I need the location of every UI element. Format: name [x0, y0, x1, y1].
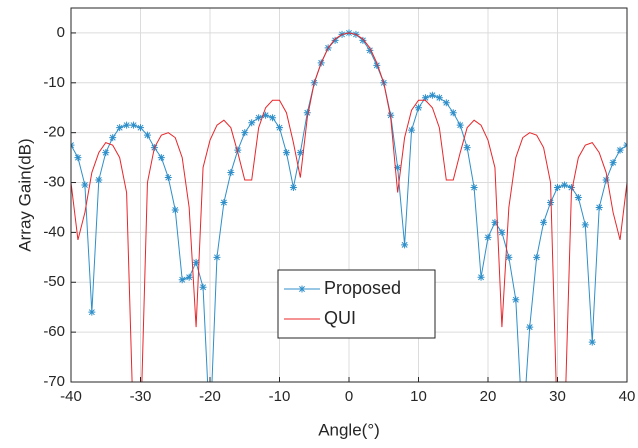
y-tick-label: -70: [43, 373, 65, 390]
data-marker: [470, 184, 478, 192]
axes-frame: [70, 7, 628, 383]
data-marker: [602, 176, 610, 184]
y-axis-label: Array Gain(dB): [15, 138, 34, 251]
series-line: [71, 32, 627, 382]
data-marker: [178, 276, 186, 284]
legend-label: QUI: [324, 308, 356, 328]
data-marker: [262, 111, 270, 119]
data-marker: [164, 174, 172, 182]
data-marker: [331, 36, 339, 44]
y-tick-label: -10: [43, 74, 65, 91]
data-marker: [442, 99, 450, 107]
data-marker: [95, 176, 103, 184]
data-marker: [269, 114, 277, 122]
x-tick-label: -30: [130, 388, 152, 405]
data-marker: [588, 338, 596, 346]
data-marker: [456, 121, 464, 129]
data-marker: [227, 169, 235, 177]
y-tick-label: -60: [43, 323, 65, 340]
x-tick-label: -10: [269, 388, 291, 405]
data-marker: [130, 121, 138, 129]
data-marker: [463, 144, 471, 152]
data-marker: [533, 253, 541, 261]
data-marker: [88, 308, 96, 316]
data-marker: [421, 94, 429, 102]
data-marker: [560, 181, 568, 189]
data-marker: [526, 323, 534, 331]
data-marker: [102, 149, 110, 157]
data-marker: [192, 258, 200, 266]
data-marker: [373, 61, 381, 69]
data-marker: [276, 124, 283, 132]
x-tick-label: 10: [410, 388, 427, 405]
x-tick-label: 40: [619, 388, 636, 405]
data-marker: [394, 164, 402, 172]
data-marker: [123, 121, 131, 129]
data-marker: [248, 119, 256, 127]
data-marker: [359, 36, 367, 44]
legend-marker: [298, 285, 306, 293]
data-marker: [74, 154, 82, 162]
data-marker: [435, 94, 443, 102]
data-marker: [401, 241, 409, 249]
data-marker: [505, 253, 513, 261]
data-marker: [137, 124, 144, 132]
data-marker: [213, 253, 221, 261]
data-marker: [81, 181, 89, 189]
x-tick-label: 0: [345, 388, 353, 405]
x-tick-label: -20: [199, 388, 221, 405]
data-marker: [171, 206, 179, 214]
y-tick-label: -40: [43, 223, 65, 240]
data-marker: [547, 198, 555, 206]
data-marker: [428, 91, 436, 99]
data-marker: [554, 184, 561, 192]
data-marker: [109, 134, 117, 142]
y-tick-label: -20: [43, 124, 65, 141]
data-marker: [540, 218, 548, 226]
data-marker: [477, 273, 485, 281]
data-marker: [199, 283, 207, 291]
x-tick-label: 20: [480, 388, 497, 405]
legend-label: Proposed: [324, 278, 401, 298]
x-tick-label: -40: [60, 388, 82, 405]
data-marker: [519, 428, 526, 435]
data-marker: [449, 109, 457, 117]
x-tick-label: 30: [549, 388, 566, 405]
y-tick-label: 0: [57, 24, 65, 41]
data-marker: [567, 184, 575, 192]
data-marker: [255, 114, 263, 122]
data-marker: [512, 296, 520, 304]
data-marker: [143, 131, 151, 139]
data-marker: [581, 221, 589, 229]
data-marker: [116, 124, 124, 132]
y-tick-label: -30: [43, 174, 65, 191]
data-marker: [289, 184, 297, 192]
data-marker: [609, 159, 617, 167]
data-marker: [415, 104, 422, 112]
data-marker: [234, 146, 242, 154]
data-marker: [282, 149, 290, 157]
y-tick-label: -50: [43, 273, 65, 290]
data-marker: [220, 198, 228, 206]
data-marker: [366, 46, 374, 54]
legend-box: [277, 269, 436, 339]
data-marker: [595, 203, 603, 211]
data-marker: [207, 428, 214, 435]
data-marker: [498, 228, 506, 236]
data-marker: [408, 126, 416, 134]
x-axis-label: Angle(°): [318, 420, 380, 439]
data-marker: [484, 233, 492, 241]
data-marker: [185, 273, 193, 281]
data-marker: [491, 218, 499, 226]
data-marker: [303, 109, 311, 117]
data-marker: [157, 154, 165, 162]
data-marker: [241, 129, 249, 137]
data-marker: [574, 193, 582, 201]
data-marker: [616, 146, 624, 154]
data-marker: [296, 149, 304, 157]
